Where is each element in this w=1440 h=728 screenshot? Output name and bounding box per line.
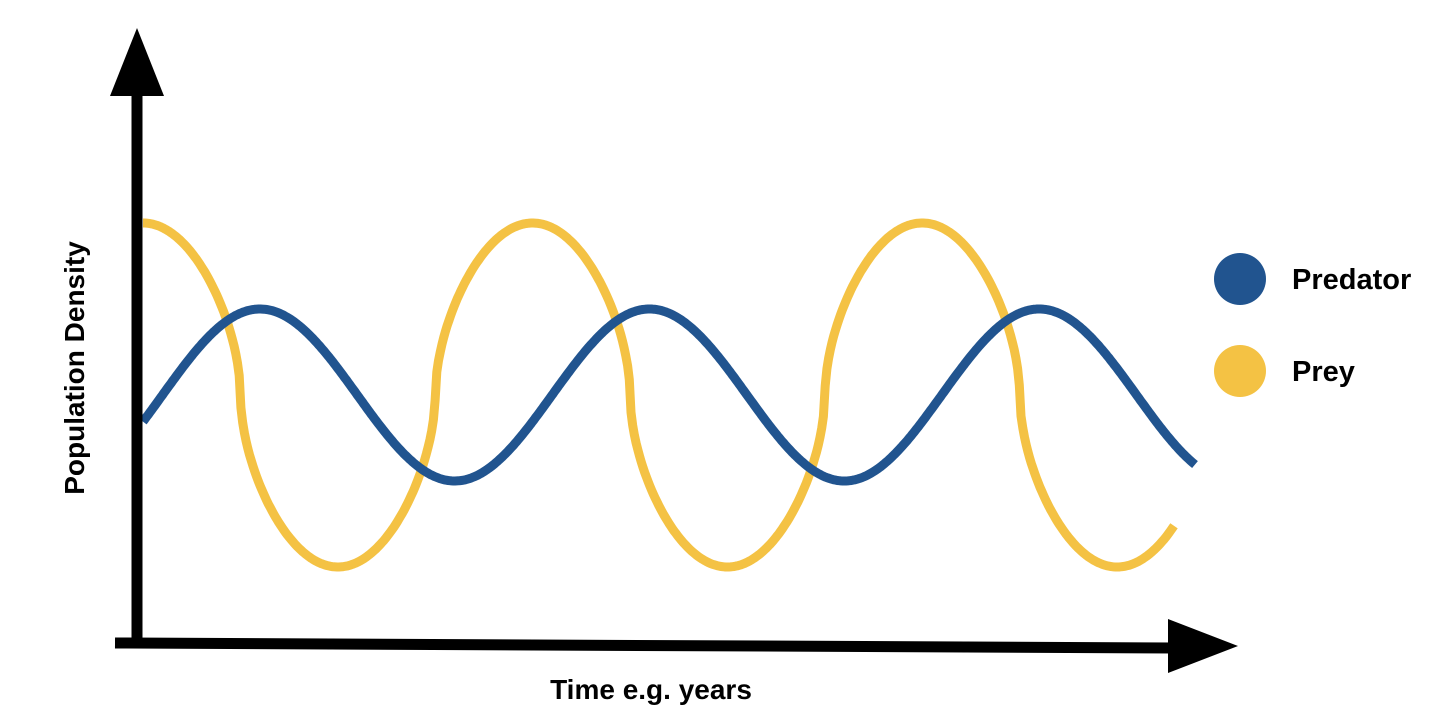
series-line-predator xyxy=(139,304,1198,486)
y-axis-arrow xyxy=(110,28,164,96)
legend-label-prey: Prey xyxy=(1292,356,1355,388)
legend-marker-predator xyxy=(1214,253,1266,305)
legend-marker-prey xyxy=(1214,345,1266,397)
series-line-prey xyxy=(140,218,1178,572)
x-axis-label: Time e.g. years xyxy=(550,674,752,705)
legend-label-predator: Predator xyxy=(1292,264,1411,296)
series-layer xyxy=(139,218,1198,572)
x-axis-arrow xyxy=(1168,619,1238,673)
legend: Predator Prey xyxy=(1214,253,1411,397)
x-axis-line xyxy=(114,637,1176,654)
y-axis-label: Population Density xyxy=(59,241,90,495)
